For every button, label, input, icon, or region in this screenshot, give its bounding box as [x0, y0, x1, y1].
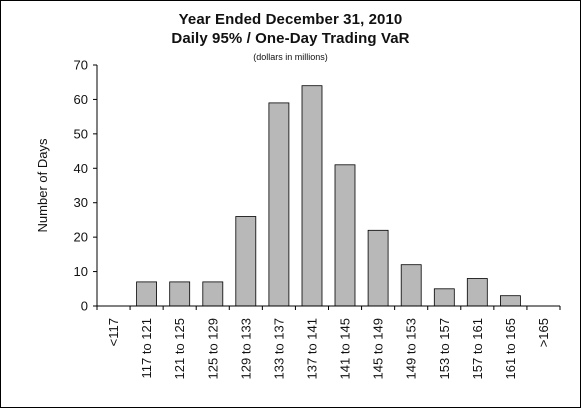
y-tick-label-5: 50	[74, 126, 88, 141]
x-tick-label-6: 137 to 141	[304, 318, 319, 379]
bar-9	[400, 264, 422, 307]
x-tick-label-10: 153 to 157	[437, 318, 452, 379]
chart-title: Year Ended December 31, 2010	[178, 11, 403, 28]
axes	[96, 65, 560, 307]
x-tick-label-0: <117	[106, 318, 121, 346]
x-tick-label-12: 161 to 165	[503, 318, 518, 379]
x-tick-label-7: 141 to 145	[338, 318, 353, 379]
bar-8	[367, 229, 389, 307]
x-tick-label-4: 129 to 133	[238, 318, 253, 379]
x-tick-label-5: 133 to 137	[271, 318, 286, 379]
bar-6	[301, 85, 323, 307]
bar-3	[202, 281, 224, 307]
bar-12	[499, 295, 521, 307]
bar-11	[466, 278, 488, 307]
x-axis-ticks: <117 117 to 121 121 to 125 125 to 129 129 to…	[96, 306, 561, 379]
x-tick-label-9: 149 to 153	[404, 318, 419, 379]
x-tick-label-8: 145 to 149	[371, 318, 386, 379]
bar-2	[169, 281, 191, 307]
y-tick-label-3: 30	[74, 195, 88, 210]
y-axis-label: Number of Days	[35, 138, 50, 232]
bars	[136, 85, 521, 307]
y-tick-label-6: 60	[74, 92, 88, 107]
y-tick-label-0: 0	[81, 299, 88, 314]
bar-7	[334, 164, 356, 307]
bar-10	[433, 288, 455, 307]
x-tick-label-11: 157 to 161	[470, 318, 485, 379]
bar-4	[235, 216, 257, 307]
y-tick-label-2: 20	[74, 230, 88, 245]
bar-5	[268, 102, 290, 307]
y-tick-label-7: 70	[74, 58, 88, 73]
x-tick-label-3: 125 to 129	[205, 318, 220, 379]
y-axis-ticks: 0 10 20 30 40 50 60 70	[74, 58, 97, 314]
x-tick-label-1: 117 to 121	[139, 318, 154, 378]
bar-1	[136, 281, 158, 307]
chart-units-note: (dollars in millions)	[253, 52, 328, 62]
x-tick-label-13: >165	[536, 318, 551, 347]
y-tick-label-4: 40	[74, 161, 88, 176]
chart-subtitle: Daily 95% / One-Day Trading VaR	[171, 30, 410, 47]
x-tick-label-2: 121 to 125	[172, 318, 187, 379]
y-tick-label-1: 10	[74, 264, 88, 279]
